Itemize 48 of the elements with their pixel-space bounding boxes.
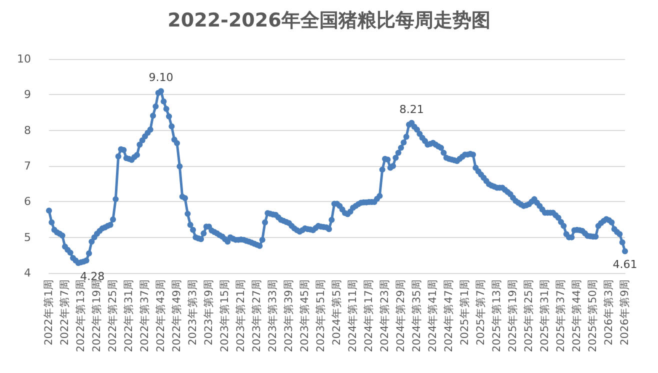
x-tick-label: 2022年第37周: [139, 279, 151, 352]
x-tick-label: 2025年第25周: [523, 279, 535, 352]
x-tick-label: 2023年第15周: [219, 279, 231, 352]
x-tick-label: 2022年第1周: [43, 279, 55, 346]
x-tick-label: 2026年第9周: [619, 279, 631, 346]
x-tick-label: 2023年第45周: [299, 279, 311, 352]
data-label: 4.61: [612, 258, 638, 272]
x-tick-label: 2024年第17周: [363, 279, 375, 352]
x-tick-label: 2023年第51周: [315, 279, 327, 352]
x-tick-label: 2024年第47周: [443, 279, 455, 352]
x-tick-label: 2025年第37周: [555, 279, 567, 352]
x-tick-label: 2025年第31周: [539, 279, 551, 352]
data-label: 9.10: [148, 71, 174, 84]
x-tick-label: 2024年第35周: [411, 279, 423, 352]
x-tick-label: 2023年第9周: [203, 279, 215, 346]
x-tick-label: 2022年第19周: [91, 279, 103, 352]
x-tick-label: 2023年第33周: [267, 279, 279, 352]
x-tick-label: 2024年第11周: [347, 279, 359, 352]
x-tick-label: 2025年第50周: [587, 279, 599, 352]
x-tick-label: 2022年第13周: [75, 279, 87, 352]
x-tick-label: 2025年第13周: [491, 279, 503, 352]
x-tick-label: 2024年第41周: [427, 279, 439, 352]
x-tick-label: 2023年第21周: [235, 279, 247, 352]
x-tick-label: 2023年第3周: [187, 279, 199, 346]
x-tick-label: 2022年第43周: [155, 279, 167, 352]
x-tick-label: 2025年第44周: [571, 279, 583, 352]
x-tick-label: 2022年第31周: [123, 279, 135, 352]
x-tick-label: 2024年第29周: [395, 279, 407, 352]
x-tick-label: 2022年第25周: [107, 279, 119, 352]
x-tick-label: 2022年第7周: [59, 279, 71, 346]
x-tick-label: 2024年第5周: [331, 279, 343, 346]
y-tick-label: 10: [17, 52, 31, 66]
x-tick-label: 2023年第27周: [251, 279, 263, 352]
chart-title: 2022-2026年全国猪粮比每周走势图: [168, 10, 490, 32]
x-tick-label: 2025年第1周: [459, 279, 471, 346]
x-tick-label: 2025年第7周: [475, 279, 487, 346]
y-tick-label: 4: [24, 266, 31, 280]
y-tick-label: 6: [24, 195, 31, 208]
x-tick-label: 2025年第19周: [507, 279, 519, 352]
y-tick-label: 9: [24, 88, 31, 102]
x-tick-label: 2022年第49周: [171, 279, 183, 352]
x-tick-label: 2023年第39周: [283, 279, 295, 352]
y-tick-label: 8: [24, 124, 31, 137]
y-tick-label: 7: [24, 160, 31, 172]
y-tick-label: 5: [24, 230, 31, 244]
data-label: 8.21: [399, 102, 424, 116]
x-tick-label: 2026年第3周: [603, 279, 615, 346]
x-tick-label: 2024年第23周: [379, 279, 391, 352]
